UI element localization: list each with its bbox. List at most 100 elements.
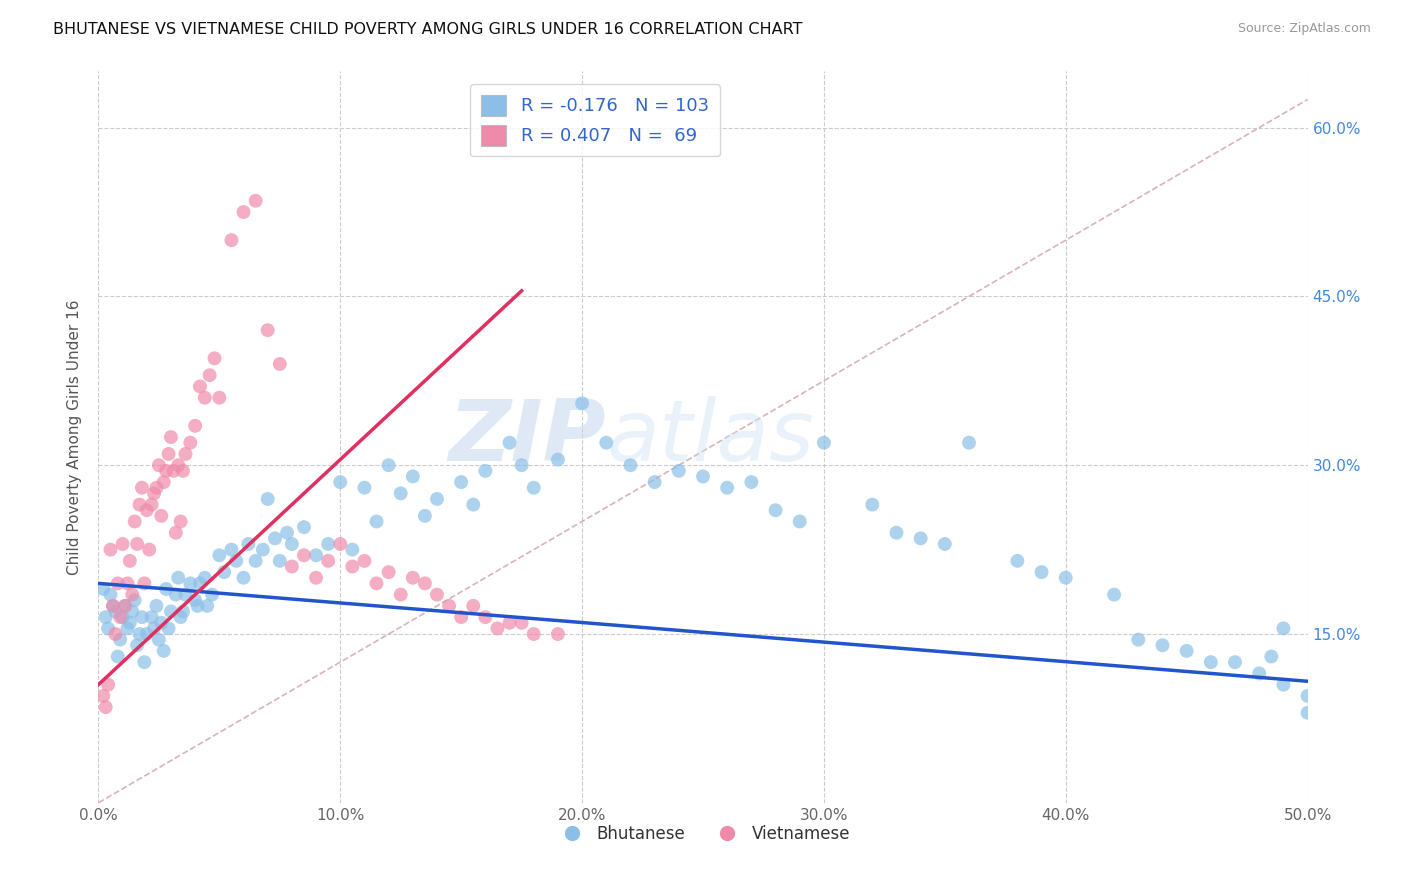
Point [150,615,173,630]
Point [138,542,160,557]
Point [145,599,167,613]
Point [101,599,124,613]
Point [134,576,156,591]
Point [160,430,183,444]
Point [498,615,520,630]
Point [329,475,352,489]
Point [426,491,449,506]
Point [366,576,388,591]
Point [1199,655,1222,669]
Point [269,357,291,371]
Point [174,588,197,602]
Point [523,627,546,641]
Point [155,464,177,478]
Point [1296,689,1319,703]
Point [124,593,146,607]
Point [143,621,166,635]
Point [221,542,243,557]
Point [167,458,190,473]
Point [131,481,153,495]
Point [292,548,315,562]
Point [148,458,170,473]
Point [221,233,243,247]
Point [245,554,267,568]
Point [264,532,287,546]
Text: BHUTANESE VS VIETNAMESE CHILD POVERTY AMONG GIRLS UNDER 16 CORRELATION CHART: BHUTANESE VS VIETNAMESE CHILD POVERTY AM… [53,22,803,37]
Point [107,649,129,664]
Point [152,475,174,489]
Point [91,689,114,703]
Point [172,464,194,478]
Point [571,396,593,410]
Point [450,475,472,489]
Point [104,605,127,619]
Point [1272,678,1295,692]
Point [389,588,412,602]
Point [789,515,811,529]
Point [201,588,224,602]
Y-axis label: Child Poverty Among Girls Under 16: Child Poverty Among Girls Under 16 [67,300,83,574]
Point [1128,632,1150,647]
Point [162,464,184,478]
Point [135,503,157,517]
Point [212,565,235,579]
Point [269,554,291,568]
Point [172,605,194,619]
Point [131,610,153,624]
Point [114,599,136,613]
Point [179,576,201,591]
Point [910,532,932,546]
Point [111,537,134,551]
Point [276,525,298,540]
Point [1272,621,1295,635]
Point [547,452,569,467]
Point [377,565,399,579]
Point [740,475,762,489]
Point [169,610,191,624]
Point [152,644,174,658]
Point [184,593,207,607]
Point [281,537,304,551]
Point [94,610,117,624]
Point [141,610,163,624]
Point [716,481,738,495]
Point [100,542,122,557]
Point [165,525,187,540]
Point [860,498,883,512]
Point [225,554,247,568]
Point [157,621,180,635]
Point [184,418,207,433]
Point [813,435,835,450]
Text: ZIP: ZIP [449,395,606,479]
Point [366,515,388,529]
Point [195,599,218,613]
Point [342,542,364,557]
Point [194,391,217,405]
Point [97,621,120,635]
Point [292,520,315,534]
Point [145,481,167,495]
Point [165,588,187,602]
Point [97,678,120,692]
Point [128,627,150,641]
Point [402,571,425,585]
Point [232,571,254,585]
Point [765,503,787,517]
Point [160,605,183,619]
Point [402,469,425,483]
Point [107,576,129,591]
Point [426,588,449,602]
Point [232,205,254,219]
Point [128,498,150,512]
Point [1054,571,1077,585]
Point [474,464,496,478]
Point [342,559,364,574]
Point [127,537,149,551]
Point [141,498,163,512]
Point [523,481,546,495]
Point [150,508,173,523]
Point [204,351,226,366]
Point [256,491,278,506]
Point [377,458,399,473]
Point [148,632,170,647]
